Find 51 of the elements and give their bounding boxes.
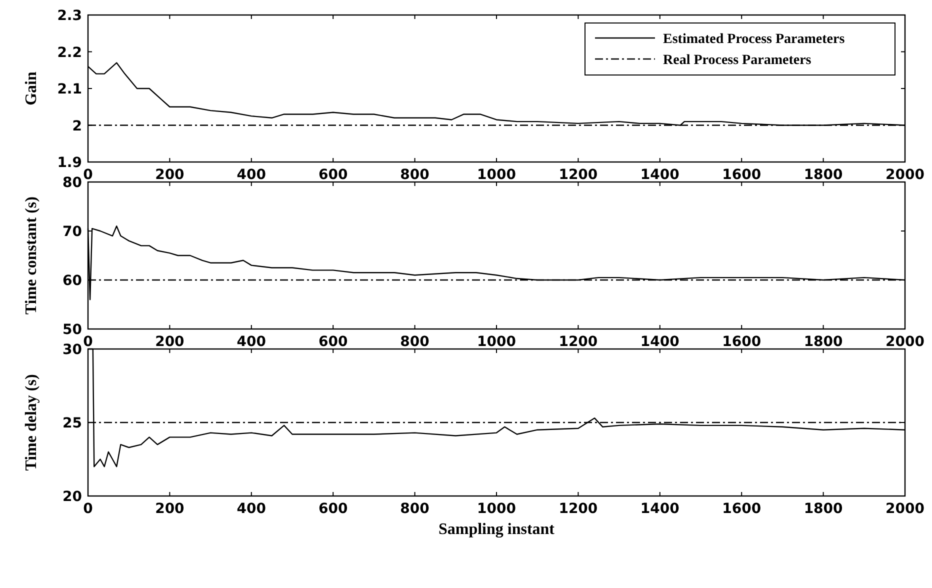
x-tick-label: 800 (400, 501, 430, 517)
y-tick-label: 1.9 (57, 155, 82, 171)
y-tick-label: 70 (62, 224, 82, 240)
y-tick-label: 2.2 (57, 44, 82, 61)
y-tick-label: 30 (62, 342, 82, 358)
y-tick-label: 80 (62, 175, 82, 191)
x-tick-label: 800 (400, 334, 430, 350)
y-axis-title: Time constant (s) (23, 196, 40, 314)
x-tick-label: 1800 (804, 501, 844, 517)
x-tick-label: 1200 (558, 167, 598, 183)
x-tick-label: 1000 (477, 501, 516, 517)
x-tick-label: 0 (83, 334, 94, 350)
x-tick-label: 2000 (886, 501, 925, 517)
y-tick-label: 20 (62, 489, 82, 505)
x-tick-label: 0 (83, 501, 94, 517)
legend-label: Real Process Parameters (663, 53, 812, 68)
x-axis-title: Sampling instant (438, 521, 556, 538)
x-tick-label: 1600 (722, 501, 762, 517)
y-tick-label: 60 (62, 273, 82, 289)
x-tick-label: 600 (318, 501, 348, 517)
x-tick-label: 400 (236, 334, 266, 350)
y-tick-label: 2.3 (57, 8, 82, 24)
legend-label: Estimated Process Parameters (663, 32, 846, 47)
x-tick-label: 1800 (804, 167, 844, 183)
x-tick-label: 200 (155, 501, 185, 517)
x-tick-label: 400 (236, 167, 266, 183)
y-tick-label: 2 (72, 118, 82, 134)
x-tick-label: 200 (155, 334, 185, 350)
x-tick-label: 1800 (804, 334, 844, 350)
x-tick-label: 1000 (477, 167, 516, 183)
x-tick-label: 2000 (886, 334, 925, 350)
x-tick-label: 200 (155, 167, 185, 183)
y-tick-label: 2.1 (57, 82, 82, 98)
y-axis-title: Gain (23, 72, 40, 106)
x-tick-label: 1200 (558, 501, 598, 517)
x-tick-label: 1400 (640, 167, 680, 183)
y-tick-label: 50 (62, 322, 82, 338)
x-tick-label: 1000 (477, 334, 516, 350)
x-tick-label: 800 (400, 167, 430, 183)
x-tick-label: 1600 (722, 334, 762, 350)
x-tick-label: 1200 (558, 334, 598, 350)
x-tick-label: 600 (318, 334, 348, 350)
x-tick-label: 2000 (886, 167, 925, 183)
x-tick-label: 1600 (722, 167, 762, 183)
y-tick-label: 25 (62, 416, 82, 432)
x-tick-label: 1400 (640, 334, 680, 350)
x-tick-label: 400 (236, 501, 266, 517)
y-axis-title: Time delay (s) (23, 374, 40, 471)
x-tick-label: 600 (318, 167, 348, 183)
x-tick-label: 1400 (640, 501, 680, 517)
x-tick-label: 0 (83, 167, 94, 183)
